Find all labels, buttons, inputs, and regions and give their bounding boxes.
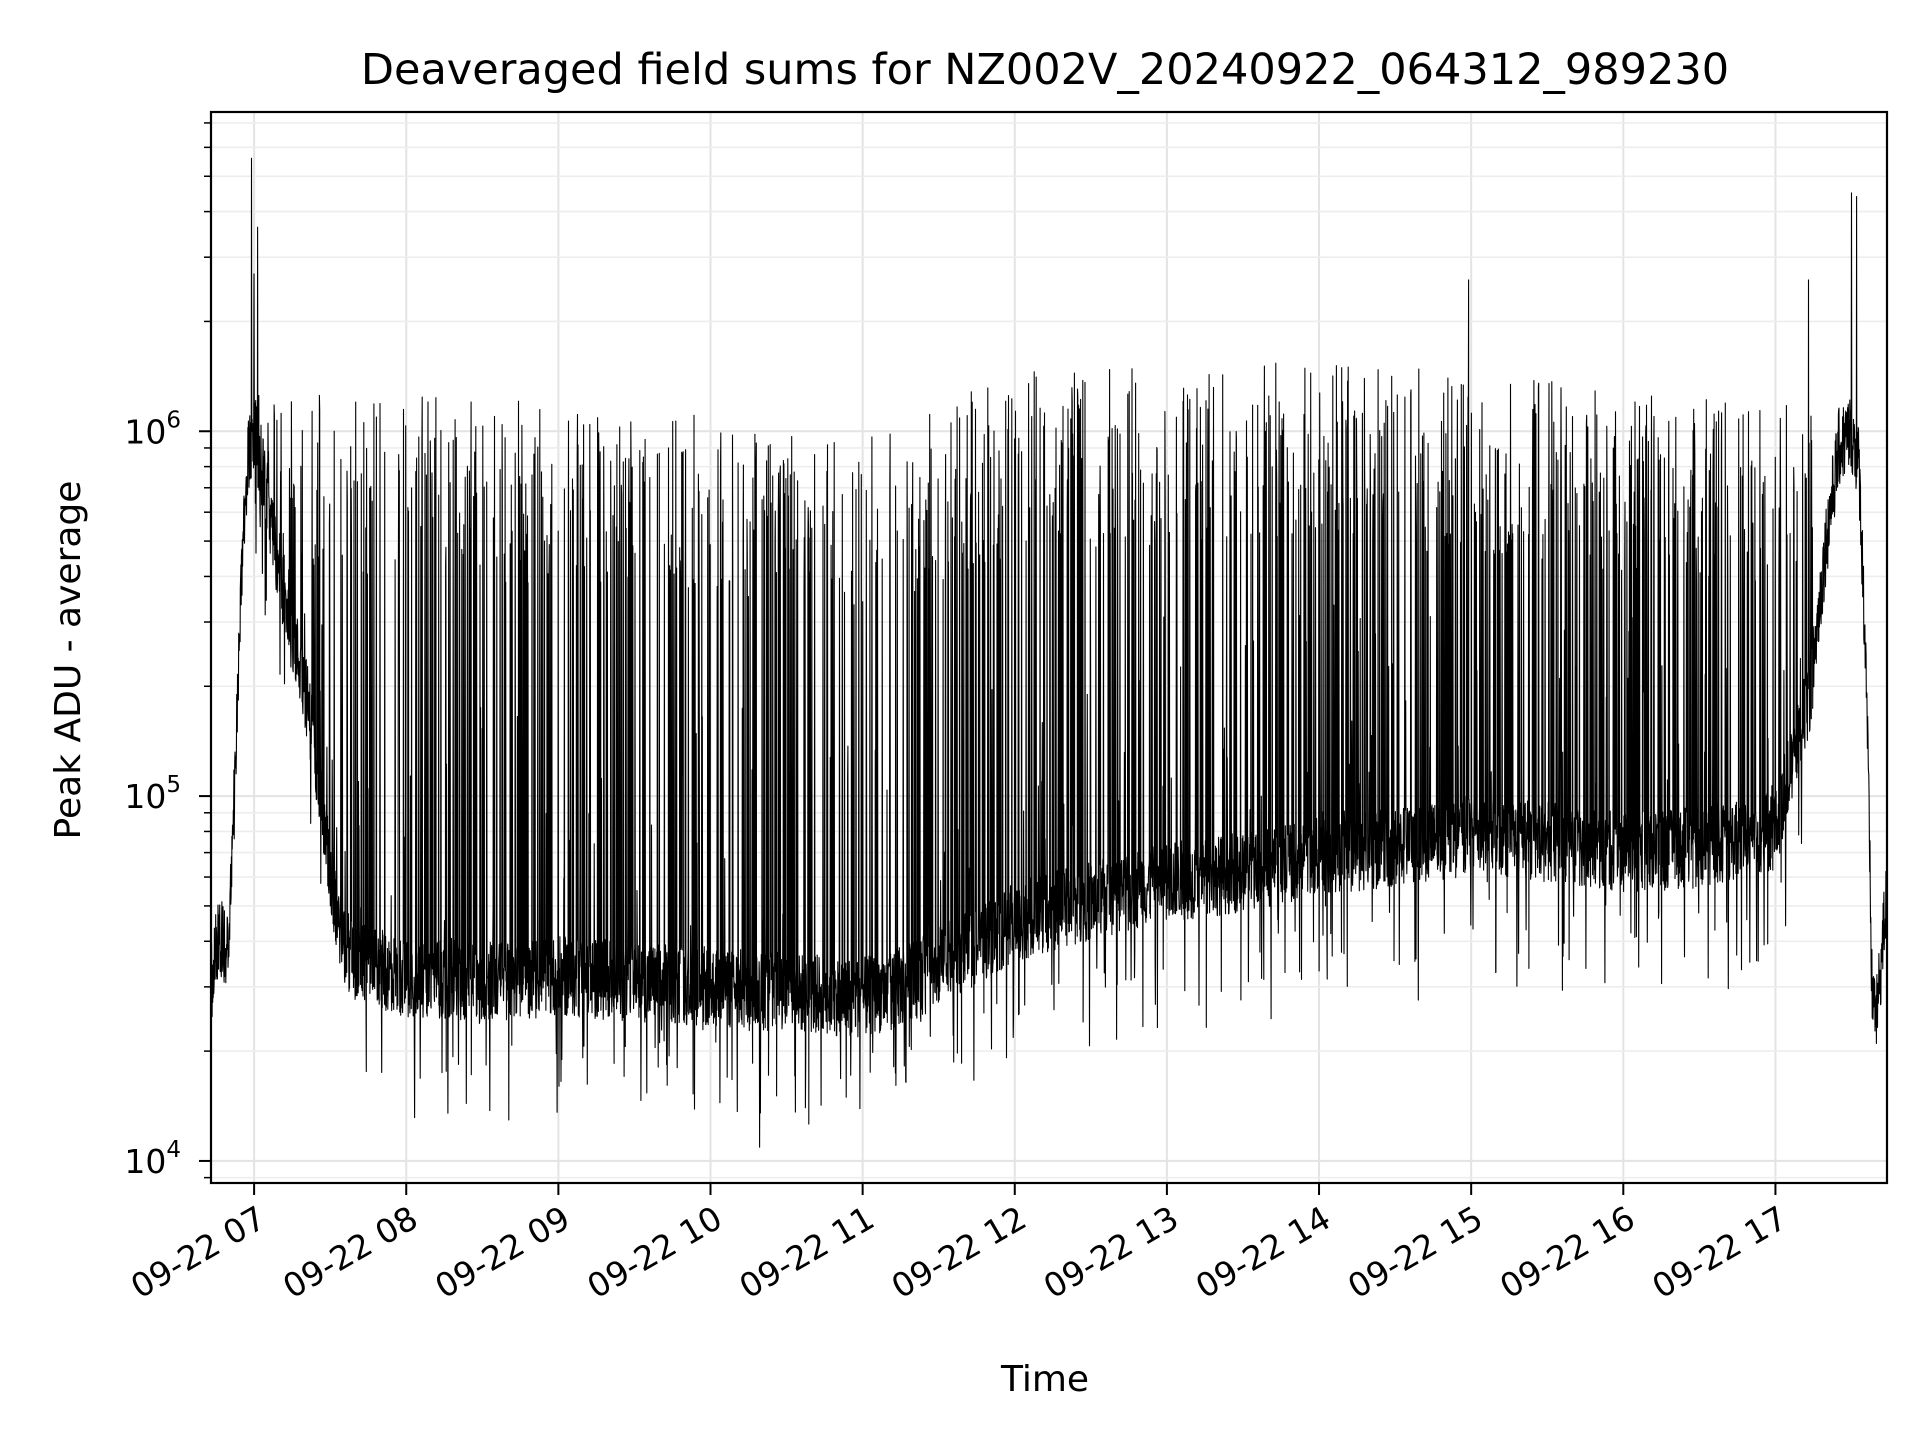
data-layer xyxy=(210,157,1888,1148)
grid xyxy=(211,112,1887,1183)
plot-frame xyxy=(209,110,1889,1185)
y-axis-label: Peak ADU - average xyxy=(48,481,89,840)
y-tick-label-base: 10 xyxy=(124,412,166,451)
chart-title: Deaveraged field sums for NZ002V_2024092… xyxy=(361,45,1729,95)
y-tick-label-exponent: 6 xyxy=(166,407,181,433)
series-line xyxy=(210,157,1888,1148)
y-tick-label: 106 xyxy=(124,407,181,451)
y-tick-label-exponent: 4 xyxy=(166,1137,181,1163)
y-tick-label: 104 xyxy=(124,1137,181,1181)
y-tick-label-base: 10 xyxy=(124,777,166,816)
y-tick-label-base: 10 xyxy=(124,1142,166,1181)
x-axis-label: Time xyxy=(1000,1359,1089,1400)
y-tick-label: 105 xyxy=(124,772,181,816)
y-tick-label-exponent: 5 xyxy=(166,772,181,798)
